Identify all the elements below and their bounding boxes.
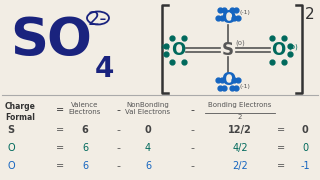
Text: S: S xyxy=(7,125,14,135)
Text: -: - xyxy=(190,143,194,153)
Text: -1: -1 xyxy=(300,161,310,171)
Text: 4: 4 xyxy=(145,143,151,153)
Text: O: O xyxy=(7,143,15,153)
Text: =: = xyxy=(56,161,64,171)
Text: 6: 6 xyxy=(82,125,88,135)
Text: 6: 6 xyxy=(82,143,88,153)
Text: -: - xyxy=(190,105,194,115)
Text: O: O xyxy=(221,9,235,27)
Text: S: S xyxy=(10,15,48,67)
Text: 2: 2 xyxy=(238,114,242,120)
Text: -: - xyxy=(116,125,120,135)
Text: =: = xyxy=(56,105,64,115)
Text: O: O xyxy=(271,41,285,59)
Text: O: O xyxy=(46,15,91,67)
Text: 12/2: 12/2 xyxy=(228,125,252,135)
Text: =: = xyxy=(277,125,285,135)
Text: 0: 0 xyxy=(145,125,151,135)
Text: 0: 0 xyxy=(302,125,308,135)
Text: 0: 0 xyxy=(302,143,308,153)
Text: S: S xyxy=(222,41,234,59)
Text: (-1): (-1) xyxy=(240,84,251,89)
Text: 6: 6 xyxy=(145,161,151,171)
Text: 2: 2 xyxy=(305,7,315,22)
Text: Bonding Electrons: Bonding Electrons xyxy=(208,102,272,108)
Text: (o): (o) xyxy=(288,44,298,51)
Text: =: = xyxy=(56,143,64,153)
Text: 4: 4 xyxy=(95,55,114,83)
Text: (o): (o) xyxy=(160,44,170,51)
Text: O: O xyxy=(221,71,235,89)
Text: Charge
Formal: Charge Formal xyxy=(5,102,36,122)
Text: -: - xyxy=(116,105,120,115)
Text: 6: 6 xyxy=(82,161,88,171)
Text: (o): (o) xyxy=(235,40,245,46)
Text: O: O xyxy=(171,41,185,59)
Text: O: O xyxy=(7,161,15,171)
Text: -: - xyxy=(190,125,194,135)
Text: NonBonding
Val Electrons: NonBonding Val Electrons xyxy=(125,102,171,116)
Text: =: = xyxy=(277,161,285,171)
Text: -: - xyxy=(116,161,120,171)
Text: =: = xyxy=(277,143,285,153)
Text: -: - xyxy=(190,161,194,171)
Text: =: = xyxy=(56,125,64,135)
Text: 2/2: 2/2 xyxy=(232,161,248,171)
Text: 4/2: 4/2 xyxy=(232,143,248,153)
Text: Valence
Electrons: Valence Electrons xyxy=(69,102,101,116)
Text: -: - xyxy=(116,143,120,153)
Text: 2-: 2- xyxy=(88,10,108,29)
Text: (-1): (-1) xyxy=(240,10,251,15)
